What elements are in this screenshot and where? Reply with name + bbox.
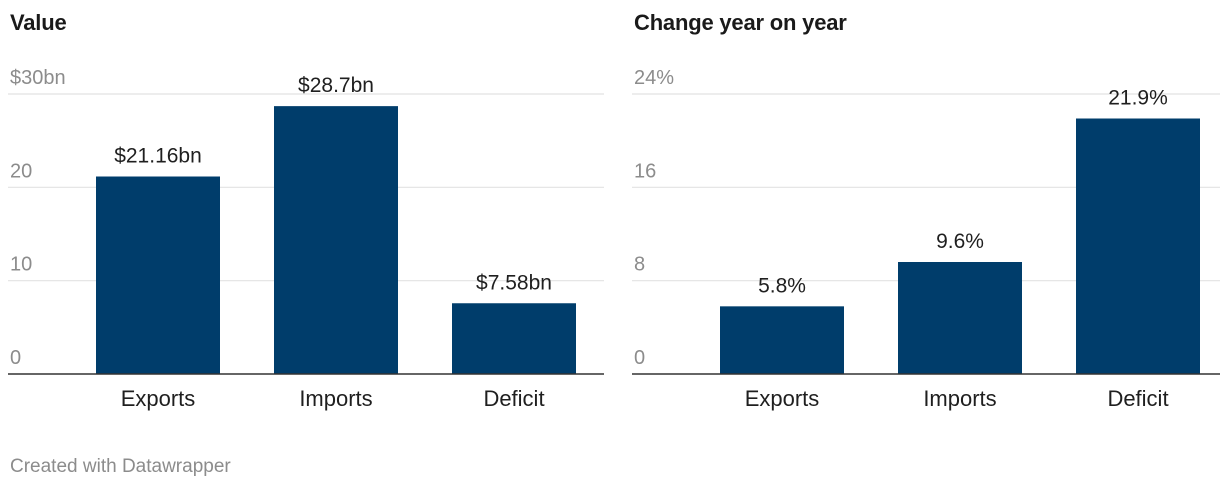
- y-tick-label: 16: [634, 160, 656, 182]
- data-label: 9.6%: [936, 230, 984, 253]
- bar-imports: [898, 262, 1022, 374]
- y-tick-label: 0: [10, 347, 21, 369]
- x-category-label: Deficit: [1107, 386, 1168, 411]
- x-category-label: Imports: [923, 386, 996, 411]
- bar-exports: [720, 306, 844, 374]
- y-tick-label: 0: [634, 347, 645, 369]
- data-label: $7.58bn: [476, 271, 552, 294]
- change-bar-chart: 0 8 16 24% 5.8% Exports 9.6% Imports 21.9% Defici…: [632, 67, 1220, 411]
- data-label: $21.16bn: [114, 145, 202, 168]
- value-bar-chart: 0 10 20 $30bn $21.16bn Exports $28.7bn Imports $…: [8, 67, 604, 411]
- y-tick-label: 8: [634, 254, 645, 276]
- y-tick-label: 20: [10, 160, 32, 182]
- chart-title: Change year on year: [634, 10, 847, 35]
- value-chart-panel: Value 0 10 20 $30bn $21.16bn Exports $28.7bn Im…: [8, 0, 604, 420]
- bar-deficit: [452, 303, 576, 374]
- footer-credit: Created with Datawrapper: [10, 456, 231, 477]
- change-chart-panel: Change year on year 0 8 16 24% 5.8% Exports 9.…: [632, 0, 1220, 420]
- y-tick-label: $30bn: [10, 67, 66, 89]
- data-label: $28.7bn: [298, 74, 374, 97]
- data-label: 21.9%: [1108, 87, 1168, 110]
- y-tick-label: 10: [10, 254, 32, 276]
- data-label: 5.8%: [758, 274, 806, 297]
- y-tick-label: 24%: [634, 67, 674, 89]
- x-category-label: Exports: [121, 386, 196, 411]
- x-category-label: Imports: [299, 386, 372, 411]
- chart-title: Value: [10, 10, 67, 35]
- bar-exports: [96, 176, 220, 374]
- x-category-label: Exports: [745, 386, 820, 411]
- bar-imports: [274, 106, 398, 374]
- bar-deficit: [1076, 118, 1200, 374]
- x-category-label: Deficit: [483, 386, 544, 411]
